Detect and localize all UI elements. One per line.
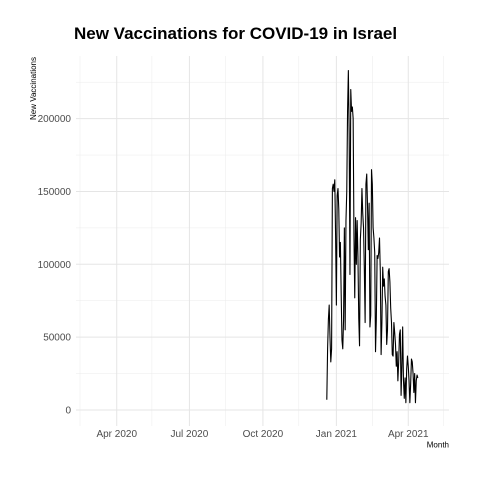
grid-lines (76, 56, 449, 426)
series-layer (326, 70, 419, 404)
y-axis-title: New Vaccinations (29, 57, 38, 120)
y-tick-label: 0 (65, 405, 71, 416)
x-tick-labels: Apr 2020 Jul 2020 Oct 2020 Jan 2021 Apr 2021 (96, 429, 429, 440)
y-tick-labels: 0 50000 100000 150000 200000 (38, 114, 72, 416)
x-tick-label: Apr 2021 (388, 429, 429, 440)
y-tick-label: 150000 (38, 187, 72, 198)
y-tick-label: 50000 (43, 333, 71, 344)
chart-title: New Vaccinations for COVID-19 in Israel (74, 24, 398, 43)
x-tick-label: Apr 2020 (96, 429, 137, 440)
y-tick-label: 100000 (38, 260, 72, 271)
x-tick-label: Jul 2020 (171, 429, 209, 440)
series-line (326, 70, 419, 404)
x-tick-label: Jan 2021 (316, 429, 358, 440)
x-axis-title: Month (427, 441, 449, 450)
x-tick-label: Oct 2020 (243, 429, 284, 440)
y-tick-label: 200000 (38, 114, 72, 125)
